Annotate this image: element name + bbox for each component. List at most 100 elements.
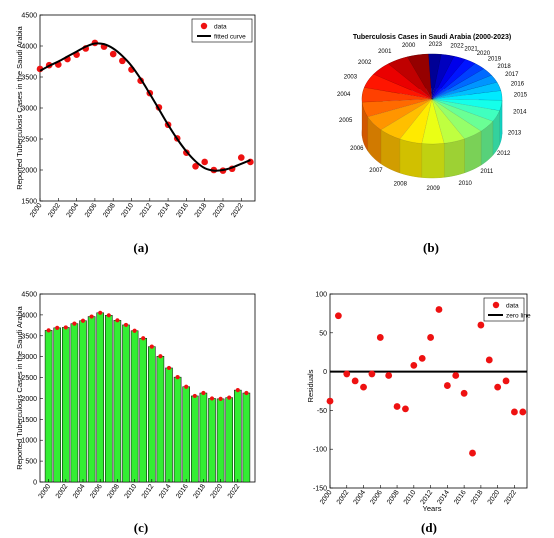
panel-a-ytick-label: 1500 (21, 199, 37, 206)
panel-c-bar-marker (201, 390, 206, 396)
panel-d-residual-point (385, 372, 393, 379)
panel-b-slice-2006 (367, 98, 433, 131)
panel-c-xtick-label: 2014 (158, 483, 173, 500)
panel-a-xtick-label: 2006 (84, 202, 99, 219)
panel-c-bar-marker (192, 393, 197, 399)
panel-a-data-point (237, 154, 245, 161)
panel-b-slice-2010 (431, 98, 465, 144)
panel-c-xtick-label: 2002 (55, 483, 70, 500)
panel-c-bar-marker (166, 365, 172, 371)
panel-b-slice-label: 2006 (350, 146, 364, 152)
panel-d-xtick-label: 2006 (369, 489, 384, 506)
panel-a-xtick-label: 2014 (157, 202, 172, 219)
panel-b-slice-label: 2020 (477, 51, 491, 57)
panel-d-residual-point (402, 405, 409, 413)
panel-b-slice-label: 2012 (497, 151, 511, 157)
panel-b-slice-2023 (428, 53, 442, 100)
panel-c-xtick-label: 2010 (124, 483, 139, 500)
panel-c-bar-2023 (242, 392, 251, 483)
panel-c-bar-marker (218, 396, 223, 401)
panel-a-data-point (119, 57, 126, 65)
panel-c-bar-2000 (44, 330, 53, 483)
panel-a-ytick-label: 2500 (21, 137, 37, 144)
panel-b-slice-2004 (361, 87, 433, 103)
panel-d-residual-point (326, 397, 334, 405)
panel-c-xtick-label: 2004 (72, 483, 87, 500)
panel-c-bar-2008 (113, 320, 122, 483)
panel-c-bar-marker (184, 384, 189, 389)
panel-c-bar-marker (98, 310, 103, 315)
panel-d-xtick-label: 2022 (503, 489, 518, 506)
panel-c-bar-marker (158, 354, 163, 359)
panel-c-caption: (c) (134, 520, 148, 535)
panel-c-bar-2005 (87, 316, 96, 483)
panel-d-legend-data: data (506, 303, 519, 310)
panel-b-slice-label: 2019 (488, 57, 502, 63)
panel-b-slice-label: 2013 (508, 131, 522, 137)
panel-b-slice-label: 2000 (402, 43, 416, 49)
panel-b-slice-2021 (431, 56, 466, 100)
panel-c-bar-2003 (70, 323, 79, 483)
panel-b-slice-label: 2009 (427, 186, 441, 192)
panel-c-bar-marker (80, 318, 86, 323)
panel-a-data-point (109, 50, 117, 58)
panel-b-slice-label: 2002 (358, 60, 372, 66)
panel-b-slice-2020 (431, 59, 476, 100)
panel-c-bar-2007 (105, 315, 113, 483)
panel-d-residual-point (393, 403, 401, 410)
panel-a-line-chart: Reported Tuberculosis Cases in the Saudi… (15, 13, 256, 255)
panel-b-slice-label: 2001 (378, 49, 392, 55)
panel-c-bar-marker (89, 314, 94, 319)
panel-d-residual-point (502, 377, 510, 385)
panel-a-xtick-label: 2008 (102, 202, 117, 219)
panel-c-bar-marker (244, 390, 249, 396)
panel-c-bar-marker (106, 313, 111, 318)
panel-a-ylabel: Reported Tuberculosis Cases in the Saudi… (15, 25, 24, 189)
panel-b-slice-label: 2004 (337, 92, 351, 98)
panel-c-bar-marker (123, 322, 129, 328)
panel-b-slice-side (421, 143, 445, 179)
panel-d-caption: (d) (421, 520, 437, 535)
panel-c-xtick-label: 2000 (38, 483, 53, 500)
panel-d-residual-point (351, 377, 359, 385)
panel-c-bar-marker (72, 321, 77, 326)
panel-c-bar-marker (141, 336, 146, 341)
panel-d-xtick-label: 2014 (436, 489, 451, 506)
panel-d-residual-point (376, 334, 384, 341)
panel-c-bar-2011 (139, 338, 147, 483)
panel-c-ytick-label: 4000 (21, 312, 37, 319)
panel-b-slice-2007 (380, 98, 433, 140)
panel-c-ytick-label: 1500 (21, 417, 37, 424)
panel-b-pie-chart: Tuberculosis Cases in Saudi Arabia (2000… (337, 34, 528, 255)
panel-c-ytick-label: 2500 (21, 375, 37, 382)
panel-d-ytick-label: 50 (319, 330, 327, 337)
panel-c-xtick-label: 2008 (106, 483, 121, 500)
panel-c-ytick-label: 3500 (21, 333, 37, 340)
panel-d-ytick-label: 100 (315, 292, 327, 299)
panel-d-xtick-label: 2020 (487, 489, 502, 506)
panel-d-residual-point (460, 389, 468, 397)
panel-b-slice-label: 2022 (450, 43, 464, 49)
panel-b-title: Tuberculosis Cases in Saudi Arabia (2000… (353, 34, 511, 41)
panel-b-slice-label: 2017 (505, 72, 519, 78)
panel-d-xtick-label: 2010 (403, 489, 418, 506)
panel-d-residual-point (443, 382, 451, 389)
panel-c-bar-marker (235, 387, 240, 393)
panel-b-slice-label: 2018 (497, 64, 511, 70)
panel-b-slice-2008 (399, 98, 433, 144)
panel-c-bar-2009 (122, 324, 130, 483)
panel-c-bar-2022 (234, 389, 242, 483)
panel-d-legend: data zero line (483, 297, 531, 322)
panel-c-bar-chart: Reported Tuberculosis Cases in the Saudi… (15, 292, 256, 535)
panel-c-bar-2006 (96, 312, 104, 483)
panel-c-bar-2004 (79, 320, 87, 483)
panel-d-xtick-label: 2002 (336, 489, 351, 506)
panel-a-fitted-curve (39, 42, 251, 172)
panel-a-xtick-label: 2010 (120, 202, 135, 219)
panel-a-data-point (192, 162, 199, 170)
panel-d-residual-point (477, 321, 485, 329)
panel-a-data-point (201, 158, 208, 166)
panel-c-ytick-label: 3000 (21, 354, 37, 361)
panel-b-slice-2016 (431, 82, 501, 100)
